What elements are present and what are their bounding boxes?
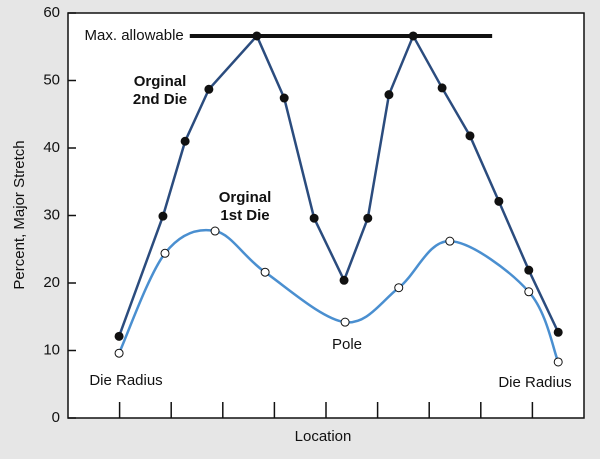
y-tick-label: 40	[43, 139, 60, 156]
data-point	[445, 236, 455, 246]
max-allowable-label: Max. allowable	[85, 27, 184, 44]
data-point	[180, 136, 190, 146]
data-point	[252, 31, 262, 41]
annotation: Pole	[332, 336, 362, 353]
data-point	[363, 213, 373, 223]
annotation: Die Radius	[89, 372, 162, 389]
data-point	[524, 287, 534, 297]
data-point	[340, 317, 350, 327]
data-point	[158, 211, 168, 221]
data-point	[210, 226, 220, 236]
data-point	[553, 327, 563, 337]
data-point	[384, 90, 394, 100]
data-point	[524, 265, 534, 275]
y-tick-label: 60	[43, 4, 60, 21]
data-point	[394, 283, 404, 293]
data-point	[408, 31, 418, 41]
y-axis-label: Percent, Major Stretch	[11, 140, 28, 289]
y-tick-label: 30	[43, 206, 60, 223]
x-axis-label: Location	[295, 428, 352, 445]
y-tick-label: 20	[43, 274, 60, 291]
y-tick-label: 0	[52, 409, 60, 426]
annotation: Orginal	[134, 73, 187, 90]
series-line	[117, 33, 560, 337]
data-point	[260, 267, 270, 277]
data-point	[114, 348, 124, 358]
data-point	[465, 131, 475, 141]
data-point	[279, 93, 289, 103]
data-point	[494, 196, 504, 206]
data-point	[309, 213, 319, 223]
annotation: Orginal	[219, 189, 272, 206]
data-point	[437, 83, 447, 93]
data-point	[553, 357, 563, 367]
data-point	[339, 275, 349, 285]
data-point	[204, 84, 214, 94]
y-tick-label: 50	[43, 71, 60, 88]
annotation: 1st Die	[220, 207, 269, 224]
data-point	[160, 248, 170, 258]
plot-area	[67, 12, 585, 419]
y-tick-label: 10	[43, 341, 60, 358]
annotation: Die Radius	[498, 374, 571, 391]
annotation: 2nd Die	[133, 91, 187, 108]
data-point	[114, 331, 124, 341]
